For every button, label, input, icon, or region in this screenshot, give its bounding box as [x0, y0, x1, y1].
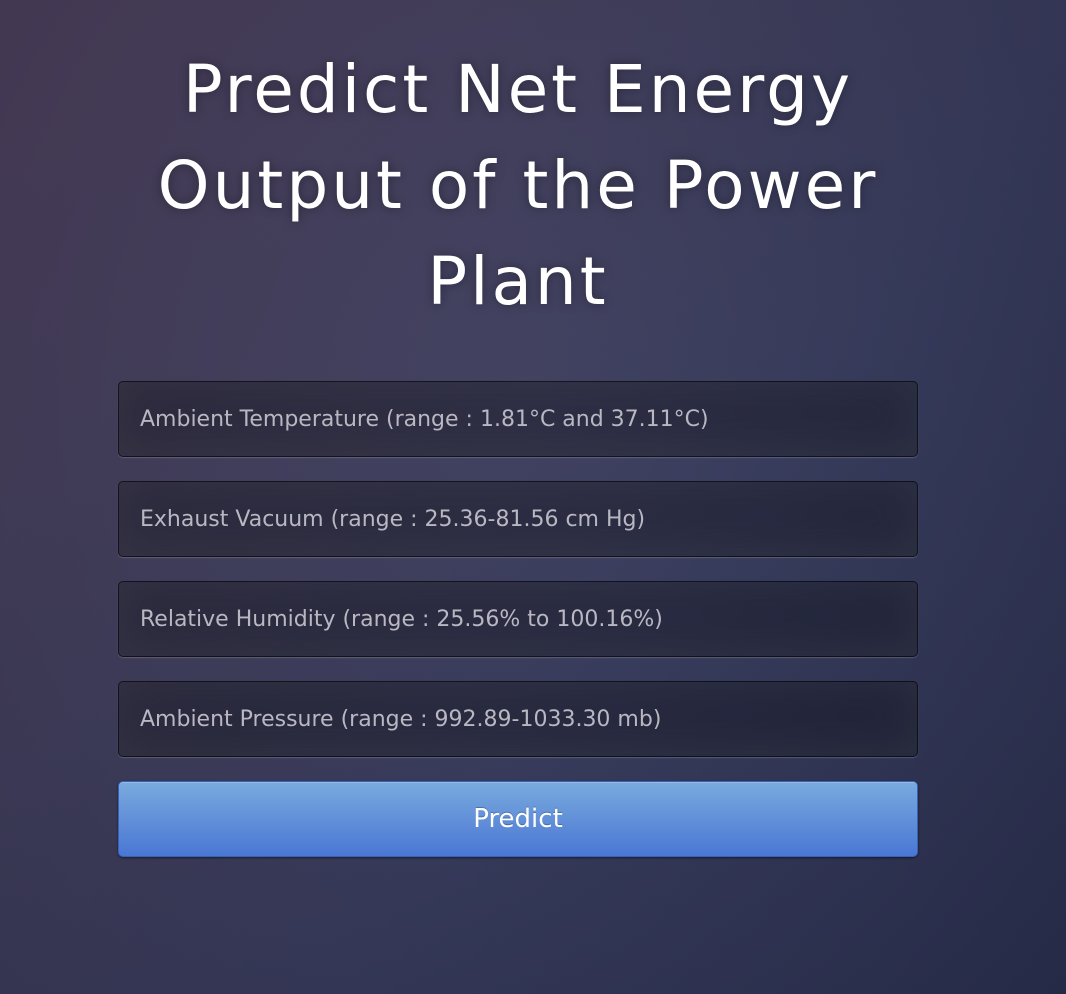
page-title: Predict Net Energy Output of the Power P… [157, 51, 879, 320]
relative-humidity-input[interactable] [118, 581, 918, 657]
ambient-pressure-input[interactable] [118, 681, 918, 757]
predict-button[interactable]: Predict [118, 781, 918, 857]
ambient-temperature-input[interactable] [118, 381, 918, 457]
prediction-form: Predict [118, 381, 918, 857]
exhaust-vacuum-input[interactable] [118, 481, 918, 557]
